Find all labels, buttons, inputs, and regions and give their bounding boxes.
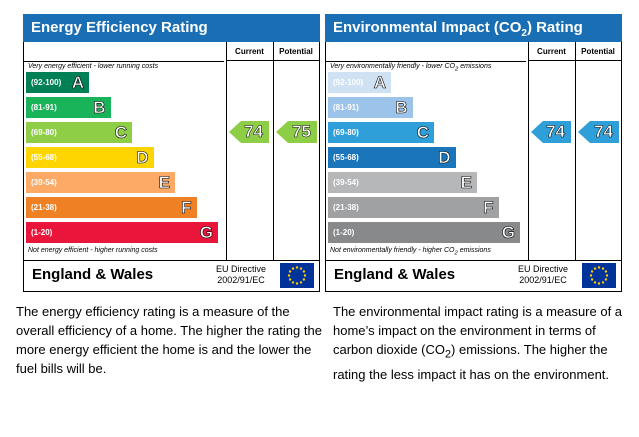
band-letter: D — [136, 148, 149, 168]
eu-directive-line1: EU Directive — [216, 264, 267, 274]
eu-directive: EU Directive 2002/91/EC — [518, 264, 568, 286]
environmental-impact-panel: Environmental Impact (CO2) Rating Curren… — [325, 14, 622, 292]
title-subscript: 2 — [521, 28, 527, 39]
top-note: Very environmentally friendly - lower CO… — [330, 63, 491, 72]
band-range: (92-100) — [31, 78, 62, 87]
band-range: (69-80) — [31, 128, 57, 137]
note-subscript: 2 — [454, 250, 458, 257]
rating-band-g: (1-20) G — [328, 222, 520, 243]
eu-directive-line2: 2002/91/EC — [519, 275, 567, 285]
eu-stars-icon — [287, 266, 307, 285]
eu-stars-icon — [589, 266, 609, 285]
note-subscript: 2 — [455, 66, 459, 73]
eu-directive-line2: 2002/91/EC — [217, 275, 265, 285]
band-letter: A — [71, 73, 84, 93]
band-range: (92-100) — [333, 78, 364, 87]
potential-column-header: Potential — [575, 42, 621, 61]
band-range: (1-20) — [31, 228, 53, 237]
divider — [575, 42, 576, 260]
note-text: Very environmentally friendly - lower CO — [330, 63, 456, 70]
band-range: (39-54) — [31, 178, 57, 187]
country-label: England & Wales — [32, 266, 154, 283]
band-letter: B — [395, 98, 408, 118]
environmental-impact-title: Environmental Impact (CO2) Rating — [325, 14, 622, 42]
band-range: (81-91) — [31, 103, 57, 112]
title-text-end: ) Rating — [526, 19, 583, 36]
rating-band-f: (21-38) F — [26, 197, 197, 218]
band-range: (55-68) — [31, 153, 57, 162]
divider — [273, 42, 274, 260]
band-letter: B — [93, 98, 106, 118]
divider — [24, 260, 319, 261]
rating-band-b: (81-91) B — [328, 97, 413, 118]
energy-efficiency-title: Energy Efficiency Rating — [23, 14, 320, 42]
band-range: (81-91) — [333, 103, 359, 112]
band-letter: F — [181, 198, 192, 218]
eu-flag-icon — [582, 263, 616, 288]
eu-directive-line1: EU Directive — [518, 264, 569, 274]
eu-flag-icon — [280, 263, 314, 288]
note-text-end: emissions — [458, 63, 492, 70]
rating-band-c: (69-80) C — [328, 122, 434, 143]
rating-band-a: (92-100) A — [26, 72, 89, 93]
band-letter: F — [483, 198, 494, 218]
rating-band-e: (39-54) E — [328, 172, 477, 193]
band-letter: G — [199, 223, 213, 243]
divider — [326, 61, 526, 62]
band-range: (21-38) — [333, 203, 359, 212]
top-note: Very energy efficient - lower running co… — [28, 63, 159, 70]
current-rating-arrow: 74 — [229, 121, 269, 143]
rating-band-d: (55-68) D — [26, 147, 154, 168]
energy-description: The energy efficiency rating is a measur… — [16, 304, 322, 376]
divider — [528, 42, 529, 260]
footer: England & Wales EU Directive 2002/91/EC — [326, 260, 621, 291]
rating-band-g: (1-20) G — [26, 222, 218, 243]
title-text: Environmental Impact (CO — [333, 19, 522, 36]
divider — [24, 61, 224, 62]
bottom-note: Not environmentally friendly - higher CO… — [330, 247, 491, 256]
band-letter: E — [460, 173, 472, 193]
footer: England & Wales EU Directive 2002/91/EC — [24, 260, 319, 291]
band-letter: E — [158, 173, 170, 193]
description-text: The environmental impact rating is a mea… — [333, 304, 623, 357]
current-column-header: Current — [226, 42, 273, 61]
country-label: England & Wales — [334, 266, 456, 283]
rating-band-a: (92-100) A — [328, 72, 391, 93]
band-letter: A — [373, 73, 386, 93]
band-letter: D — [438, 148, 451, 168]
rating-band-f: (21-38) F — [328, 197, 499, 218]
note-text: Not environmentally friendly - higher CO — [330, 247, 455, 254]
band-range: (39-54) — [333, 178, 359, 187]
band-range: (21-38) — [31, 203, 57, 212]
band-letter: C — [114, 123, 127, 143]
current-rating-arrow: 74 — [531, 121, 571, 143]
bottom-note: Not energy efficient - higher running co… — [28, 247, 158, 254]
band-range: (69-80) — [333, 128, 359, 137]
band-range: (1-20) — [333, 228, 355, 237]
potential-column-header: Potential — [273, 42, 319, 61]
description-text-end: ) emissions. The higher the rating the l… — [333, 342, 610, 382]
rating-band-d: (55-68) D — [328, 147, 456, 168]
divider — [326, 260, 621, 261]
potential-rating-arrow: 75 — [276, 121, 317, 143]
band-letter: C — [416, 123, 429, 143]
rating-band-e: (39-54) E — [26, 172, 175, 193]
band-range: (55-68) — [333, 153, 359, 162]
note-text-end: emissions — [457, 247, 491, 254]
divider — [226, 42, 227, 260]
description-subscript: 2 — [445, 348, 452, 361]
environment-chart-frame: Current Potential Very environmentally f… — [325, 42, 622, 292]
current-column-header: Current — [528, 42, 575, 61]
band-letter: G — [501, 223, 515, 243]
potential-rating-arrow: 74 — [578, 121, 619, 143]
eu-directive: EU Directive 2002/91/EC — [216, 264, 266, 286]
rating-band-c: (69-80) C — [26, 122, 132, 143]
environment-description: The environmental impact rating is a mea… — [333, 302, 639, 384]
energy-efficiency-panel: Energy Efficiency Rating Current Potenti… — [23, 14, 320, 292]
rating-band-b: (81-91) B — [26, 97, 111, 118]
energy-chart-frame: Current Potential Very energy efficient … — [23, 42, 320, 292]
